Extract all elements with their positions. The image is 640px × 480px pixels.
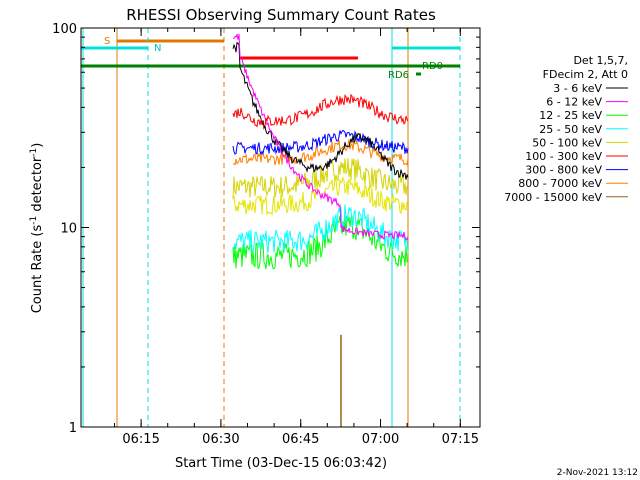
legend-label: 3 - 6 keV [553,82,602,95]
legend-label: 100 - 300 keV [525,150,602,163]
rd0-label: RD0 [422,61,443,72]
legend-label: 6 - 12 keV [546,96,602,109]
legend-label: 25 - 50 keV [539,123,602,136]
x-tick-label: 06:30 [202,432,239,447]
y-tick-label: 1 [69,421,77,436]
curve-12-25-kev [232,215,409,270]
plot-frame [80,27,481,428]
plot-area: S N RD6 RD0 [81,28,461,427]
curve-6-12-kev [232,32,409,241]
legend-header-line-2: FDecim 2, Att 0 [543,68,628,81]
rd6-label: RD6 [388,70,409,81]
y-tick-label: 10 [60,222,77,237]
curve-100-300-kev [232,93,409,128]
chart-title: RHESSI Observing Summary Count Rates [126,6,436,24]
night-label: N [154,43,161,54]
legend-label: 800 - 7000 keV [518,177,602,190]
y-tick-label: 100 [52,22,77,37]
saa-label: S [104,36,110,47]
curve-50-100-kev [232,158,409,199]
legend-header-line-1: Det 1,5,7, [573,54,628,67]
curve-800-7000-kev [232,139,409,166]
y-axis: 1 10 100 [52,22,480,436]
x-tick-label: 07:15 [442,432,479,447]
footer-date: 2-Nov-2021 13:12 [557,468,638,478]
x-axis-label: Start Time (03-Dec-15 06:03:42) [175,456,387,471]
x-tick-label: 06:45 [282,432,319,447]
legend-label: 50 - 100 keV [532,136,602,149]
legend-label: 12 - 25 keV [539,109,602,122]
legend-label: 7000 - 15000 keV [504,191,602,204]
y-axis-label: Count Rate (s-1 detector-1) [29,143,45,314]
curve-25-50-kev [232,204,409,255]
x-tick-label: 06:15 [122,432,159,447]
x-tick-label: 07:00 [362,432,399,447]
x-axis: 06:15 06:30 06:45 07:00 07:15 [114,28,479,447]
legend-label: 300 - 800 keV [525,164,602,177]
